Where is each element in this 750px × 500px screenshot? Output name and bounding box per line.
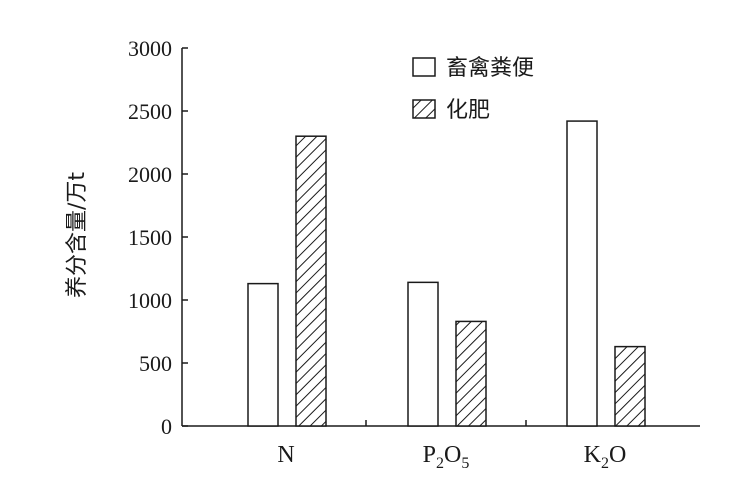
- y-axis-label: 养分含量/万t: [65, 172, 90, 298]
- bar-manure-1: [408, 282, 438, 426]
- y-tick-label: 1000: [128, 288, 172, 313]
- y-tick-label: 2500: [128, 99, 172, 124]
- x-tick-label: N: [277, 442, 294, 468]
- bar-manure-2: [567, 121, 597, 426]
- bar-fertilizer-1: [456, 321, 486, 426]
- x-tick-label: K2O: [584, 442, 627, 472]
- x-tick-label-subscript: 5: [461, 455, 469, 472]
- x-tick-label-subscript: 2: [436, 455, 444, 472]
- y-tick-label: 3000: [128, 36, 172, 61]
- bar-fertilizer-0: [296, 136, 326, 426]
- x-tick-label-main: N: [277, 442, 294, 468]
- x-tick-label-tail: O: [444, 442, 461, 468]
- y-tick-label: 500: [139, 351, 172, 376]
- x-tick-label: P2O5: [423, 442, 470, 472]
- legend-label: 化肥: [446, 98, 490, 123]
- bar-manure-0: [248, 284, 278, 426]
- y-tick-label: 0: [161, 414, 172, 439]
- y-tick-label: 1500: [128, 225, 172, 250]
- x-tick-label-tail: O: [609, 442, 626, 468]
- legend-label: 畜禽粪便: [446, 56, 534, 81]
- x-tick-label-main: P: [423, 442, 436, 468]
- x-tick-label-subscript: 2: [601, 455, 609, 472]
- x-tick-label-main: K: [584, 442, 602, 468]
- bar-fertilizer-2: [615, 347, 645, 426]
- legend-swatch-fertilizer: [413, 100, 435, 118]
- legend-swatch-manure: [413, 58, 435, 76]
- y-tick-label: 2000: [128, 162, 172, 187]
